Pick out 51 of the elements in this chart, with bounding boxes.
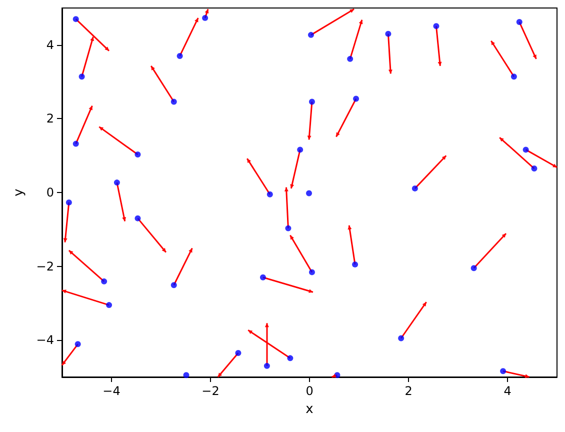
point bbox=[285, 225, 292, 232]
point bbox=[72, 140, 79, 147]
y-axis-title: y bbox=[11, 188, 26, 196]
point bbox=[308, 98, 315, 105]
point bbox=[176, 52, 183, 59]
y-tick-label: 0 bbox=[46, 186, 54, 200]
y-tick-label: −2 bbox=[36, 259, 54, 274]
point bbox=[308, 32, 314, 38]
point bbox=[114, 180, 120, 186]
point bbox=[101, 278, 108, 284]
point bbox=[522, 146, 529, 153]
point bbox=[264, 362, 270, 369]
point bbox=[531, 166, 538, 172]
point bbox=[72, 16, 79, 22]
point bbox=[134, 151, 141, 158]
point bbox=[352, 261, 358, 268]
point bbox=[287, 355, 294, 362]
point bbox=[347, 56, 354, 62]
point bbox=[308, 269, 315, 276]
point bbox=[510, 74, 517, 80]
x-tick-label: 4 bbox=[504, 384, 512, 398]
point bbox=[470, 265, 477, 272]
x-tick-label: −4 bbox=[102, 384, 120, 398]
point bbox=[235, 350, 242, 356]
point bbox=[398, 335, 404, 342]
point bbox=[516, 19, 522, 26]
x-tick-label: −2 bbox=[202, 384, 220, 398]
point bbox=[66, 199, 72, 206]
point bbox=[170, 282, 177, 288]
point bbox=[170, 98, 177, 105]
y-tick-label: 4 bbox=[46, 38, 54, 52]
point bbox=[74, 341, 81, 348]
point bbox=[412, 185, 418, 192]
point bbox=[306, 190, 312, 196]
x-tick-label: 2 bbox=[404, 384, 412, 398]
x-tick-label: 0 bbox=[306, 384, 314, 398]
point bbox=[202, 14, 208, 21]
y-tick-label: 2 bbox=[46, 112, 54, 126]
point bbox=[106, 302, 112, 308]
point bbox=[134, 215, 141, 222]
point bbox=[353, 96, 360, 102]
point bbox=[266, 191, 273, 198]
x-axis-title: x bbox=[306, 402, 314, 417]
point bbox=[500, 368, 506, 374]
point bbox=[260, 274, 266, 280]
point bbox=[78, 74, 85, 80]
point bbox=[297, 146, 304, 153]
y-tick-label: −4 bbox=[36, 333, 54, 348]
point bbox=[183, 372, 190, 378]
point bbox=[385, 30, 392, 37]
point bbox=[433, 23, 440, 30]
